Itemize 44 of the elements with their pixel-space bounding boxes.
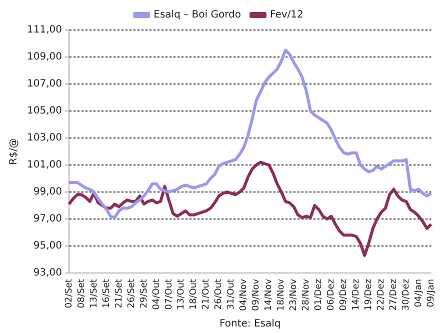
x-tick-label: 13/Set — [89, 278, 100, 308]
x-tick-label: 27/Dez — [389, 278, 400, 311]
x-tick-label: 28/Nov — [302, 278, 312, 312]
x-tick-label: 23/Nov — [289, 278, 300, 312]
x-tick-label: 31/Out — [226, 278, 237, 310]
x-tick-label: 04/Nov — [239, 278, 250, 312]
x-tick-label: 04/Jan — [414, 278, 424, 308]
y-tick-label: 105,00 — [26, 106, 62, 117]
y-tick-label: 95,00 — [33, 240, 62, 252]
legend-label: Fev/12 — [270, 10, 304, 21]
x-tick-label: 22/Dez — [376, 278, 387, 311]
x-tick-label: 01/Dez — [314, 278, 324, 311]
y-tick-label: 99,00 — [33, 186, 62, 198]
y-tick-label: 111,00 — [26, 24, 62, 36]
x-tick-label: 16/Set — [102, 278, 112, 308]
x-tick-label: 18/Nov — [276, 278, 287, 312]
x-tick-label: 04/Out — [152, 278, 162, 310]
x-tick-label: 26/Set — [126, 278, 137, 308]
x-tick-label: 26/Out — [214, 278, 224, 310]
x-tick-label: 18/Out — [189, 278, 200, 310]
x-tick-label: 02/Set — [64, 278, 74, 308]
x-tick-label: 08/Set — [76, 278, 87, 308]
x-tick-label: 21/Set — [114, 278, 124, 308]
source-note: Fonte: Esalq — [219, 318, 281, 330]
x-tick-label: 09/Jan — [426, 278, 437, 308]
x-tick-label: 09/Nov — [252, 278, 262, 312]
x-tick-label: 14/Dez — [352, 278, 362, 311]
x-tick-label: 14/Nov — [264, 278, 274, 312]
y-axis-title: R$/@ — [8, 138, 20, 165]
x-tick-label: 19/Dez — [364, 278, 374, 311]
y-tick-label: 93,00 — [33, 268, 62, 279]
y-tick-label: 97,00 — [33, 214, 62, 225]
x-tick-label: 29/Set — [139, 278, 150, 308]
legend-label: Esalq – Boi Gordo — [154, 10, 241, 21]
x-tick-label: 21/Out — [202, 278, 212, 310]
x-tick-label: 09/Dez — [339, 278, 350, 311]
y-tick-label: 107,00 — [26, 78, 62, 90]
y-tick-label: 109,00 — [26, 52, 62, 63]
x-tick-label: 30/Dez — [402, 278, 412, 311]
x-tick-label: 06/Dez — [326, 278, 337, 311]
y-tick-label: 103,00 — [26, 132, 62, 144]
x-tick-label: 07/Out — [164, 278, 174, 310]
x-tick-label: 13/Out — [176, 278, 187, 310]
y-tick-label: 101,00 — [26, 160, 62, 171]
